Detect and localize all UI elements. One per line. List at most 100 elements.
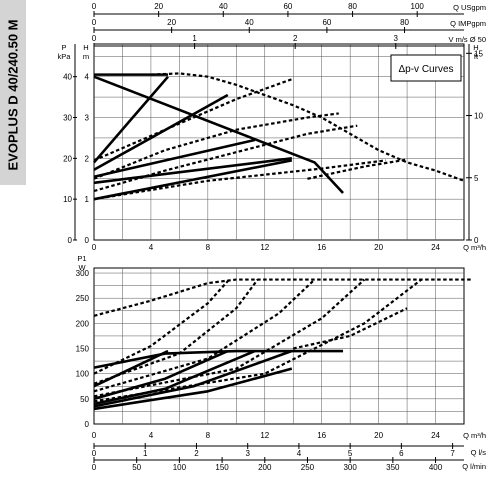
head-m-tick-label: 4 [85,73,90,82]
bottom-axis-tick-label: 150 [215,463,229,472]
bottom-axis-tick-label: 5 [348,449,353,458]
top-axis-label: V m/s Ø 50 [448,35,486,44]
top-axis-tick-label: 80 [348,2,357,11]
top-axis-tick-label: 3 [394,34,399,43]
head-ft-tick-label: 10 [474,112,483,121]
power-dotted-curve-12 [292,307,408,350]
head-x-tick-label: 4 [149,243,154,252]
bottom-axis-tick-label: 250 [301,463,315,472]
power-dotted-curve-8 [93,278,259,385]
top-axis-tick-label: 1 [192,34,197,43]
head-m-tick-label: 1 [85,195,90,204]
power-y-axis-label: P1 [77,254,86,263]
power-x-tick-label: 24 [431,431,440,440]
power-y-tick-label: 200 [76,319,90,328]
power-y-tick-label: 250 [76,294,90,303]
bottom-axis-tick-label: 7 [450,449,455,458]
head-ft-tick-label: 5 [474,174,479,183]
power-dotted-curve-7 [93,278,231,375]
head-dotted-curve-7 [150,72,465,182]
bottom-axis-tick-label: 400 [429,463,443,472]
power-x-tick-label: 16 [317,431,326,440]
power-dotted-curve-6 [93,278,472,317]
legend-box [390,54,462,82]
top-axis-tick-label: 2 [293,34,298,43]
head-kpa-axis-unit: kPa [58,52,72,61]
top-axis-label: Q IMPgpm [450,19,486,28]
power-y-tick-label: 150 [76,345,90,354]
bottom-axis-tick-label: 0 [92,463,97,472]
head-ft-axis-unit: ft [474,52,479,61]
bottom-axis-tick-label: 2 [194,449,199,458]
power-dotted-curve-11 [93,278,422,403]
top-axis-tick-label: 40 [219,2,228,11]
top-axis-tick-label: 60 [322,18,331,27]
bottom-axis-tick-label: 3 [245,449,250,458]
head-x-tick-label: 0 [92,243,97,252]
power-x-tick-label: 0 [92,431,97,440]
head-m-tick-label: 0 [85,236,90,245]
head-solid-curve-3 [93,138,256,178]
power-y-tick-label: 50 [80,395,89,404]
top-axis-tick-label: 0 [92,34,97,43]
head-kpa-tick-label: 30 [63,114,72,123]
head-solid-curve-0 [93,75,344,194]
power-x-tick-label: 8 [206,431,211,440]
power-y-tick-label: 300 [76,269,90,278]
top-axis-tick-label: 20 [154,2,163,11]
head-x-tick-label: 20 [374,243,383,252]
power-x-tick-label: 20 [374,431,383,440]
bottom-axis-tick-label: 200 [258,463,272,472]
power-y-tick-label: 0 [85,420,90,429]
side-band [0,0,26,185]
head-solid-curve-4 [93,157,292,185]
power-solid-curve-4 [93,349,293,408]
head-m-tick-label: 3 [85,114,90,123]
power-x-tick-label: 4 [149,431,154,440]
head-dotted-curve-8 [93,77,294,162]
bottom-axis-tick-label: 50 [132,463,141,472]
power-solid-curve-5 [93,367,293,411]
head-x-tick-label: 12 [260,243,269,252]
head-ft-axis-label: H [473,43,478,52]
head-dotted-curve-10 [93,124,358,193]
head-solid-curve-5 [93,159,293,201]
head-m-axis-label: H [83,43,88,52]
power-x-axis-label: Q m³/h [463,431,486,440]
head-x-tick-label: 8 [206,243,211,252]
top-axis-tick-label: 0 [92,18,97,27]
head-kpa-axis-label: P [61,43,66,52]
bottom-axis-tick-label: 1 [143,449,148,458]
head-kpa-tick-label: 40 [63,73,72,82]
top-axis-label: Q USgpm [453,3,486,12]
bottom-axis-tick-label: 300 [343,463,357,472]
head-m-tick-label: 2 [85,154,90,163]
top-axis-tick-label: 40 [245,18,254,27]
head-kpa-tick-label: 20 [63,154,72,163]
power-x-tick-label: 12 [260,431,269,440]
bottom-axis-tick-label: 350 [386,463,400,472]
top-axis-tick-label: 0 [92,2,97,11]
power-dotted-curve-10 [93,278,366,398]
bottom-axis-tick-label: 100 [173,463,187,472]
power-y-tick-label: 100 [76,370,90,379]
bottom-axis-label: Q l/min [462,462,486,471]
power-y-axis-unit: W [78,263,86,272]
bottom-axis-label: Q l/s [471,448,487,457]
top-axis-tick-label: 20 [167,18,176,27]
head-x-tick-label: 24 [431,243,440,252]
head-m-axis-unit: m [83,52,89,61]
head-solid-curve-1 [93,75,169,164]
top-axis-tick-label: 80 [400,18,409,27]
head-x-axis-label: Q m³/h [463,243,486,252]
top-axis-tick-label: 60 [283,2,292,11]
bottom-axis-tick-label: 6 [399,449,404,458]
top-axis-tick-label: 100 [411,2,425,11]
head-dotted-curve-12 [307,158,408,180]
bottom-axis-tick-label: 0 [92,449,97,458]
head-dotted-curve-9 [93,112,339,180]
head-ft-tick-label: 15 [474,49,483,58]
